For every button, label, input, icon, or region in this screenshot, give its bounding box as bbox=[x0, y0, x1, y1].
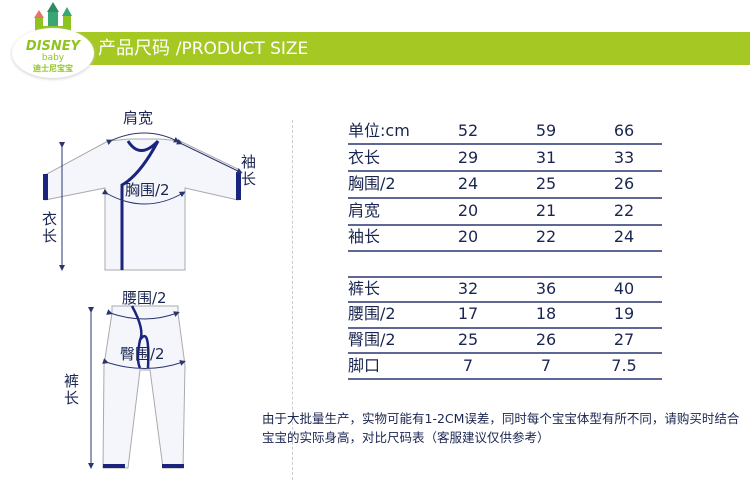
chest-label: 胸围/2 bbox=[125, 181, 170, 199]
table-row: 脚口 7 7 7.5 bbox=[348, 353, 662, 379]
shirt-drawing bbox=[43, 132, 243, 271]
header-bar bbox=[70, 32, 750, 65]
row-divider bbox=[348, 143, 662, 145]
logo-cn: 迪士尼宝宝 bbox=[33, 64, 73, 73]
table-row: 腰围/2 17 18 19 bbox=[348, 301, 662, 327]
row-divider bbox=[348, 224, 662, 226]
cell: 29 bbox=[457, 148, 479, 167]
cell: 20 bbox=[457, 201, 479, 220]
disney-baby-logo: DISNEY baby 迪士尼宝宝 bbox=[10, 0, 95, 80]
cell: 21 bbox=[535, 201, 557, 220]
cell: 22 bbox=[613, 201, 635, 220]
table-row: 袖长 20 22 24 bbox=[348, 224, 662, 250]
shoulder-label: 肩宽 bbox=[123, 109, 154, 127]
row-divider bbox=[348, 250, 662, 252]
divider bbox=[292, 120, 293, 480]
pants-drawing bbox=[88, 305, 186, 469]
cell: 19 bbox=[613, 304, 635, 323]
table-row: 衣长 29 31 33 bbox=[348, 145, 662, 171]
row-divider bbox=[348, 170, 662, 172]
table-header: 单位:cm 52 59 66 bbox=[348, 118, 662, 144]
cell: 腰围/2 bbox=[348, 304, 396, 323]
cell: 33 bbox=[613, 148, 635, 167]
garment-diagram bbox=[43, 132, 243, 469]
waist-label: 腰围/2 bbox=[122, 289, 167, 307]
page-title: 产品尺码 /PRODUCT SIZE bbox=[98, 36, 308, 62]
cell: 25 bbox=[457, 330, 479, 349]
cell: 7.5 bbox=[611, 356, 637, 375]
row-divider bbox=[348, 327, 662, 329]
cell: 袖长 bbox=[348, 227, 381, 246]
cell: 18 bbox=[535, 304, 557, 323]
table-row: 臀围/2 25 26 27 bbox=[348, 327, 662, 353]
row-divider bbox=[348, 352, 662, 354]
sleeve-label: 袖长 bbox=[241, 153, 257, 188]
cell: 裤长 bbox=[348, 279, 381, 298]
cell: 32 bbox=[457, 279, 479, 298]
cell: 25 bbox=[535, 174, 557, 193]
header-size: 66 bbox=[613, 121, 635, 140]
cell: 肩宽 bbox=[348, 201, 381, 220]
table-row: 裤长 32 36 40 bbox=[348, 276, 662, 302]
header-size: 52 bbox=[457, 121, 479, 140]
cell: 40 bbox=[613, 279, 635, 298]
logo-brand: DISNEY bbox=[25, 39, 81, 54]
row-divider bbox=[348, 276, 662, 278]
cell: 胸围/2 bbox=[348, 174, 396, 193]
cell: 20 bbox=[457, 227, 479, 246]
cell: 22 bbox=[535, 227, 557, 246]
cell: 17 bbox=[457, 304, 479, 323]
logo-sub: baby bbox=[41, 53, 65, 63]
table-row: 肩宽 20 21 22 bbox=[348, 198, 662, 224]
cell: 31 bbox=[535, 148, 557, 167]
pants-length-label: 裤长 bbox=[64, 372, 80, 407]
cell: 26 bbox=[535, 330, 557, 349]
cell: 24 bbox=[457, 174, 479, 193]
cell: 7 bbox=[462, 356, 474, 375]
cell: 衣长 bbox=[348, 148, 381, 167]
cell: 臀围/2 bbox=[348, 330, 396, 349]
cell: 27 bbox=[613, 330, 635, 349]
title-cn: 产品尺码 bbox=[98, 38, 170, 59]
top-length-label: 衣长 bbox=[42, 210, 58, 245]
size-note: 由于大批量生产，实物可能有1-2CM误差，同时每个宝宝体型有所不同，请购买时结合… bbox=[262, 411, 740, 445]
title-en: /PRODUCT SIZE bbox=[175, 39, 309, 59]
cell: 脚口 bbox=[348, 356, 381, 375]
header-unit: 单位:cm bbox=[348, 121, 410, 140]
hip-label: 臀围/2 bbox=[120, 345, 165, 363]
table-row: 胸围/2 24 25 26 bbox=[348, 171, 662, 197]
cell: 24 bbox=[613, 227, 635, 246]
cell: 7 bbox=[540, 356, 552, 375]
row-divider bbox=[348, 378, 662, 380]
row-divider bbox=[348, 301, 662, 303]
row-divider bbox=[348, 197, 662, 199]
logo-badge bbox=[12, 28, 94, 78]
cell: 26 bbox=[613, 174, 635, 193]
header-size: 59 bbox=[535, 121, 557, 140]
cell: 36 bbox=[535, 279, 557, 298]
